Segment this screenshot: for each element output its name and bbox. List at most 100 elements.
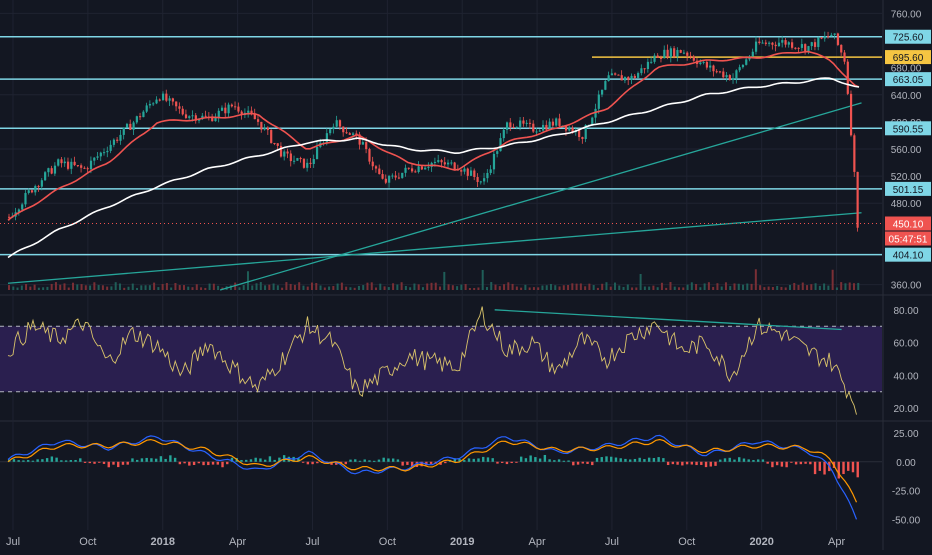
candle-body — [165, 93, 168, 101]
candle-body — [499, 138, 502, 152]
candle-body — [640, 68, 643, 74]
volume-bar — [246, 271, 249, 290]
candle-body — [234, 106, 237, 108]
candle-body — [617, 74, 620, 76]
volume-bar — [771, 286, 774, 290]
volume-bar — [780, 286, 783, 290]
volume-bar — [532, 287, 535, 290]
volume-bar — [703, 283, 706, 290]
volume-bar — [148, 285, 151, 290]
volume-bar — [788, 284, 791, 290]
volume-bar — [259, 282, 262, 290]
candle-body — [735, 70, 738, 79]
volume-bar — [673, 286, 676, 290]
macd-histogram-bar — [230, 457, 234, 462]
macd-histogram-bar — [728, 457, 731, 462]
volume-bar — [67, 287, 70, 290]
macd-histogram-bar — [704, 461, 708, 468]
candle-body — [492, 153, 496, 170]
macd-histogram-bar — [752, 460, 755, 462]
macd-histogram-bar — [64, 460, 68, 462]
volume-bar — [59, 284, 62, 290]
candle-body — [830, 34, 833, 37]
volume-bar — [669, 282, 672, 290]
volume-bar — [340, 282, 343, 290]
price-y-tick-label: 760.00 — [891, 9, 922, 20]
macd-histogram-bar — [794, 461, 798, 465]
volume-bar — [157, 287, 160, 290]
macd-histogram-bar — [245, 459, 248, 462]
volume-bar — [558, 286, 561, 290]
macd-histogram-bar — [538, 458, 542, 462]
volume-bar — [187, 286, 190, 290]
candle-body — [296, 158, 299, 161]
candle-body — [843, 52, 846, 62]
candle-body — [804, 44, 807, 52]
x-tick-label: Jul — [6, 536, 20, 548]
volume-bar — [567, 285, 570, 290]
candle-body — [73, 161, 76, 166]
candle-body — [116, 139, 119, 141]
candle-body — [496, 151, 499, 154]
x-tick-label: Apr — [529, 536, 546, 548]
candle-body — [253, 114, 256, 120]
macd-histogram-bar — [515, 461, 518, 463]
candle-body — [30, 190, 34, 193]
price-y-tick-label: 520.00 — [891, 172, 922, 183]
candle-body — [358, 134, 361, 145]
volume-bar — [200, 287, 203, 290]
volume-bar — [434, 282, 437, 290]
candle-body — [469, 170, 473, 176]
macd-histogram-bar — [529, 455, 532, 462]
macd-histogram-bar — [723, 458, 727, 462]
macd-histogram-bar — [486, 457, 490, 462]
candle-body — [555, 118, 558, 126]
volume-bar — [481, 269, 484, 290]
volume-bar — [511, 283, 514, 290]
macd-histogram-bar — [818, 461, 822, 471]
volume-bar — [195, 284, 198, 290]
candle-body — [594, 108, 597, 118]
macd-histogram-bar — [154, 458, 158, 462]
candle-body — [247, 110, 250, 113]
macd-histogram-bar — [330, 461, 333, 465]
candle-body — [578, 130, 581, 137]
volume-bar — [289, 283, 292, 290]
volume-bar — [332, 286, 335, 290]
candle-body — [745, 59, 748, 65]
candle-body — [810, 42, 813, 47]
level-price-tag — [885, 29, 931, 44]
level-price-tag — [885, 121, 931, 136]
candle-body — [279, 145, 283, 157]
volume-bar — [336, 283, 339, 290]
volume-bar — [25, 284, 28, 290]
volume-bar — [439, 286, 442, 290]
macd-histogram-bar — [671, 461, 675, 465]
macd-histogram-bar — [197, 461, 201, 464]
candle-body — [702, 61, 705, 63]
candle-body — [718, 71, 722, 73]
macd-y-tick-label: 25.00 — [893, 429, 918, 440]
candle-body — [833, 33, 836, 35]
macd-histogram-bar — [567, 460, 570, 462]
candle-body — [171, 98, 175, 102]
candle-body — [325, 133, 328, 143]
volume-bar — [404, 285, 407, 290]
candle-body — [266, 127, 270, 131]
countdown-tag — [885, 231, 931, 246]
macd-histogram-bar — [273, 459, 276, 462]
macd-histogram-bar — [121, 461, 125, 465]
level-price-label: 404.10 — [893, 251, 924, 262]
volume-bar — [362, 285, 365, 290]
volume-bar — [375, 287, 378, 290]
rsi-band — [0, 326, 882, 392]
candle-body — [849, 93, 853, 136]
volume-bar — [498, 286, 501, 290]
macd-histogram-bar — [335, 461, 338, 465]
volume-bar — [524, 284, 527, 290]
volume-bar — [575, 283, 578, 290]
candle-body — [732, 78, 735, 81]
candle-body — [70, 161, 73, 169]
candle-body — [479, 181, 482, 183]
macd-histogram-bar — [192, 461, 196, 466]
